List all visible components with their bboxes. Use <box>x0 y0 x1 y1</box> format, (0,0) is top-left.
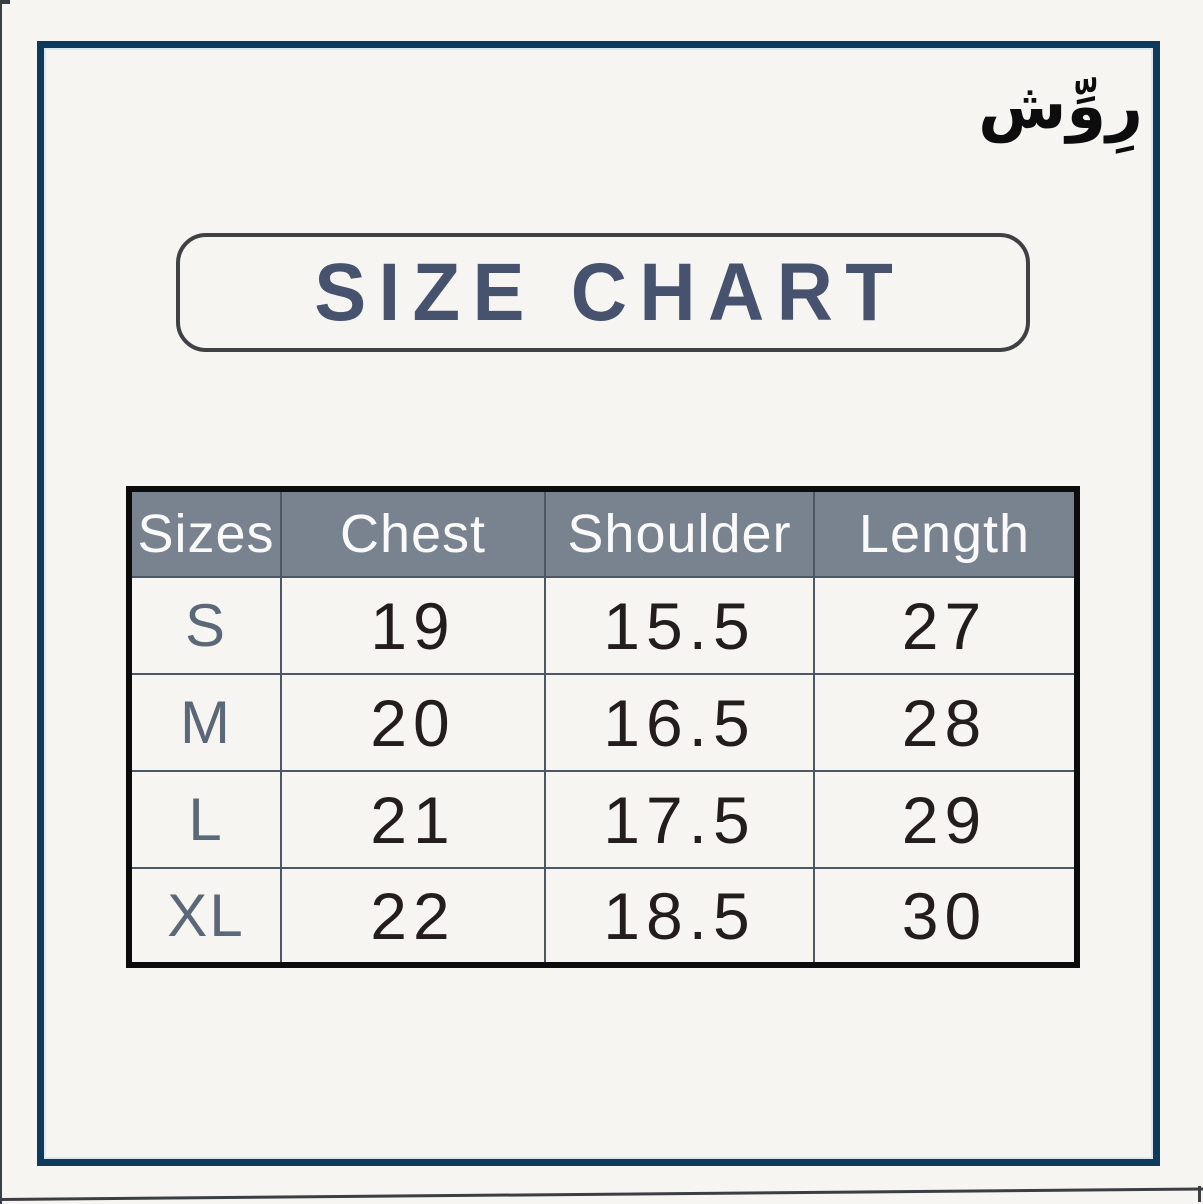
length-cell: 29 <box>813 770 1078 869</box>
page-edge-tick <box>1198 1186 1201 1202</box>
length-cell: 30 <box>813 867 1078 966</box>
table-header-row: Sizes Chest Shoulder Length <box>128 488 1078 578</box>
size-chart-title: SIZE CHART <box>313 246 905 338</box>
page-edge-notch <box>0 0 10 4</box>
chest-cell: 19 <box>280 576 546 675</box>
header-cell-chest: Chest <box>280 488 546 578</box>
brand-logo: رِوِّش <box>978 70 1143 144</box>
table-row: S 19 15.5 27 <box>128 576 1078 675</box>
chest-cell: 22 <box>280 867 546 966</box>
size-chart-title-box: SIZE CHART <box>176 233 1030 352</box>
length-cell: 27 <box>813 576 1078 675</box>
shoulder-cell: 18.5 <box>544 867 815 966</box>
header-cell-length: Length <box>813 488 1078 578</box>
shoulder-cell: 17.5 <box>544 770 815 869</box>
size-chart-table: Sizes Chest Shoulder Length S 19 15.5 27… <box>126 486 1080 968</box>
chest-cell: 21 <box>280 770 546 869</box>
header-cell-sizes: Sizes <box>128 488 282 578</box>
page-edge-line-bottom <box>0 1187 1203 1201</box>
shoulder-cell: 15.5 <box>544 576 815 675</box>
navy-border-frame <box>37 41 1160 1166</box>
length-cell: 28 <box>813 673 1078 772</box>
chest-cell: 20 <box>280 673 546 772</box>
table-row: M 20 16.5 28 <box>128 673 1078 772</box>
page-edge-line-left <box>0 0 2 1204</box>
header-cell-shoulder: Shoulder <box>544 488 815 578</box>
shoulder-cell: 16.5 <box>544 673 815 772</box>
size-cell: XL <box>128 867 282 966</box>
table-row: L 21 17.5 29 <box>128 770 1078 869</box>
table-row: XL 22 18.5 30 <box>128 867 1078 966</box>
size-cell: S <box>128 576 282 675</box>
size-cell: M <box>128 673 282 772</box>
size-cell: L <box>128 770 282 869</box>
